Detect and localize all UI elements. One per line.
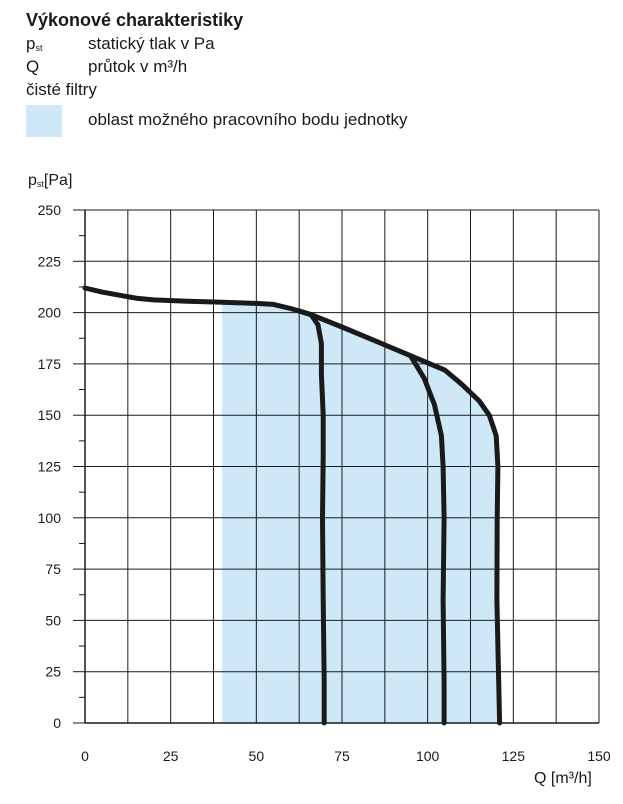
y-axis-label-sub: st: [36, 179, 44, 189]
legend-note: čisté filtry: [26, 78, 243, 101]
legend-symbol-pressure-main: p: [26, 34, 36, 53]
x-tick-label: 100: [416, 748, 440, 764]
y-tick-label: 100: [38, 510, 62, 526]
legend-area-row: oblast možného pracovního bodu jednotky: [26, 105, 407, 143]
x-tick-label: 25: [163, 748, 179, 764]
legend-desc-pressure: statický tlak v Pa: [88, 34, 215, 53]
operating-area: [222, 302, 500, 723]
legend-title: Výkonové charakteristiky: [26, 10, 244, 30]
legend-desc-flow: průtok v m³/h: [88, 57, 188, 76]
characteristic-curve-3: [408, 353, 447, 726]
legend-area-label: oblast možného pracovního bodu jednotky: [88, 110, 408, 129]
x-tick-label: 125: [502, 748, 526, 764]
y-tick-label: 250: [38, 202, 62, 218]
characteristic-curve-1: [82, 285, 503, 726]
x-tick-label: 75: [334, 748, 350, 764]
y-tick-label: 75: [45, 561, 61, 577]
legend-symbol-flow: Q: [26, 57, 40, 76]
legend-note-text: čisté filtry: [26, 80, 97, 99]
legend-symbol-pressure-sub: st: [35, 43, 43, 53]
y-axis-label-main: p: [28, 172, 37, 189]
y-tick-label: 200: [38, 305, 62, 321]
area-swatch: [26, 105, 62, 137]
x-tick-label: 0: [81, 748, 89, 764]
y-tick-label: 25: [45, 664, 61, 680]
legend-symbol-pressure: pst: [26, 32, 42, 60]
y-tick-label: 225: [38, 253, 62, 269]
legend-item-flow: Q průtok v m³/h: [26, 55, 243, 78]
characteristic-curve-2: [295, 308, 327, 726]
x-tick-label: 50: [249, 748, 265, 764]
y-tick-label: 0: [53, 715, 61, 731]
y-axis-label: pst[Pa]: [28, 172, 72, 190]
y-tick-label: 150: [38, 407, 62, 423]
y-tick-label: 175: [38, 356, 62, 372]
y-tick-label: 125: [38, 459, 62, 475]
legend-item-pressure: pst statický tlak v Pa: [26, 32, 243, 55]
x-axis-label: Q [m³/h]: [534, 770, 592, 787]
y-tick-label: 50: [45, 612, 61, 628]
x-tick-label: 150: [587, 748, 611, 764]
y-axis-label-unit: [Pa]: [43, 172, 73, 189]
legend: Výkonové charakteristiky pst statický tl…: [26, 8, 407, 143]
